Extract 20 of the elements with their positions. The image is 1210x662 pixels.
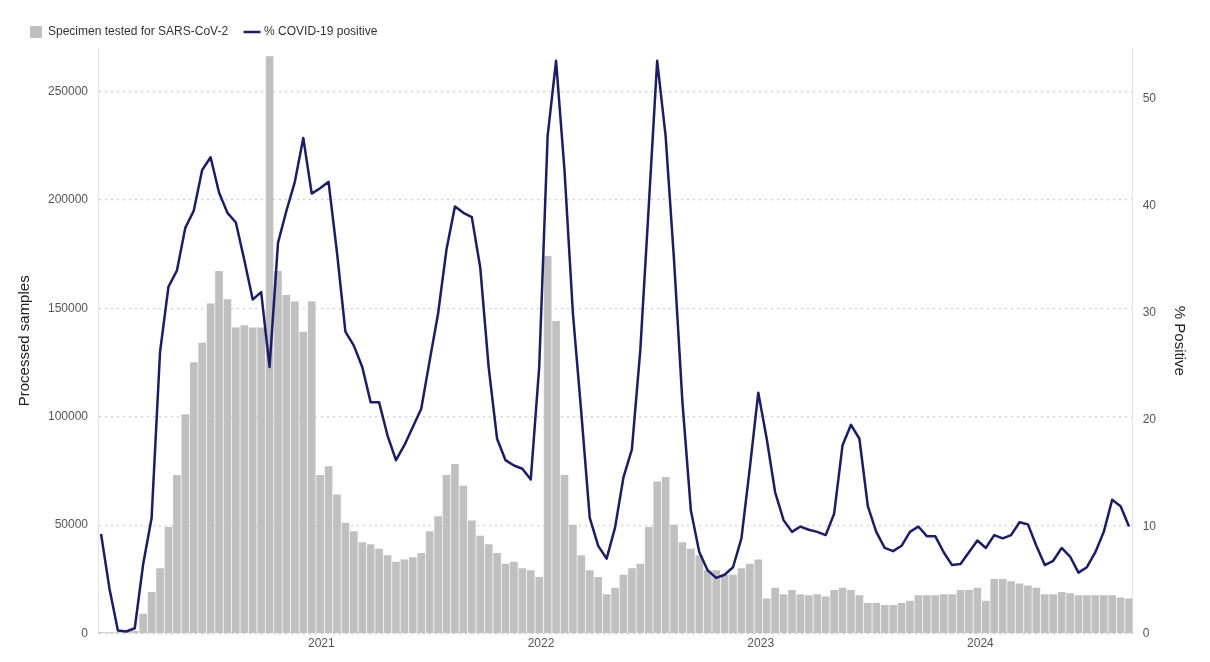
y2-axis-title: % Positive — [1171, 305, 1189, 376]
x-tick-label: 2024 — [967, 636, 995, 651]
y-tick-label: 100000 — [48, 409, 89, 424]
x-tick-label: 2021 — [307, 636, 336, 651]
y-tick-label: 0 — [81, 625, 89, 640]
y2-tick-label: 10 — [1142, 518, 1157, 533]
y-tick-label: 250000 — [48, 83, 89, 98]
y2-tick-label: 50 — [1142, 90, 1157, 105]
y-tick-label: 50000 — [54, 517, 89, 532]
legend-label: Specimen tested for SARS-CoV-2 — [48, 24, 229, 39]
y-tick-label: 150000 — [48, 300, 89, 315]
legend-label: % COVID-19 positive — [264, 24, 378, 39]
y-axis-title: Processed samples — [15, 275, 33, 407]
y2-tick-label: 40 — [1142, 197, 1157, 212]
y2-tick-label: 20 — [1142, 411, 1157, 426]
x-tick-label: 2023 — [747, 636, 775, 651]
y2-tick-label: 30 — [1142, 304, 1157, 319]
y2-tick-label: 0 — [1142, 625, 1150, 640]
x-tick-label: 2022 — [527, 636, 555, 651]
y-tick-label: 200000 — [48, 192, 89, 207]
